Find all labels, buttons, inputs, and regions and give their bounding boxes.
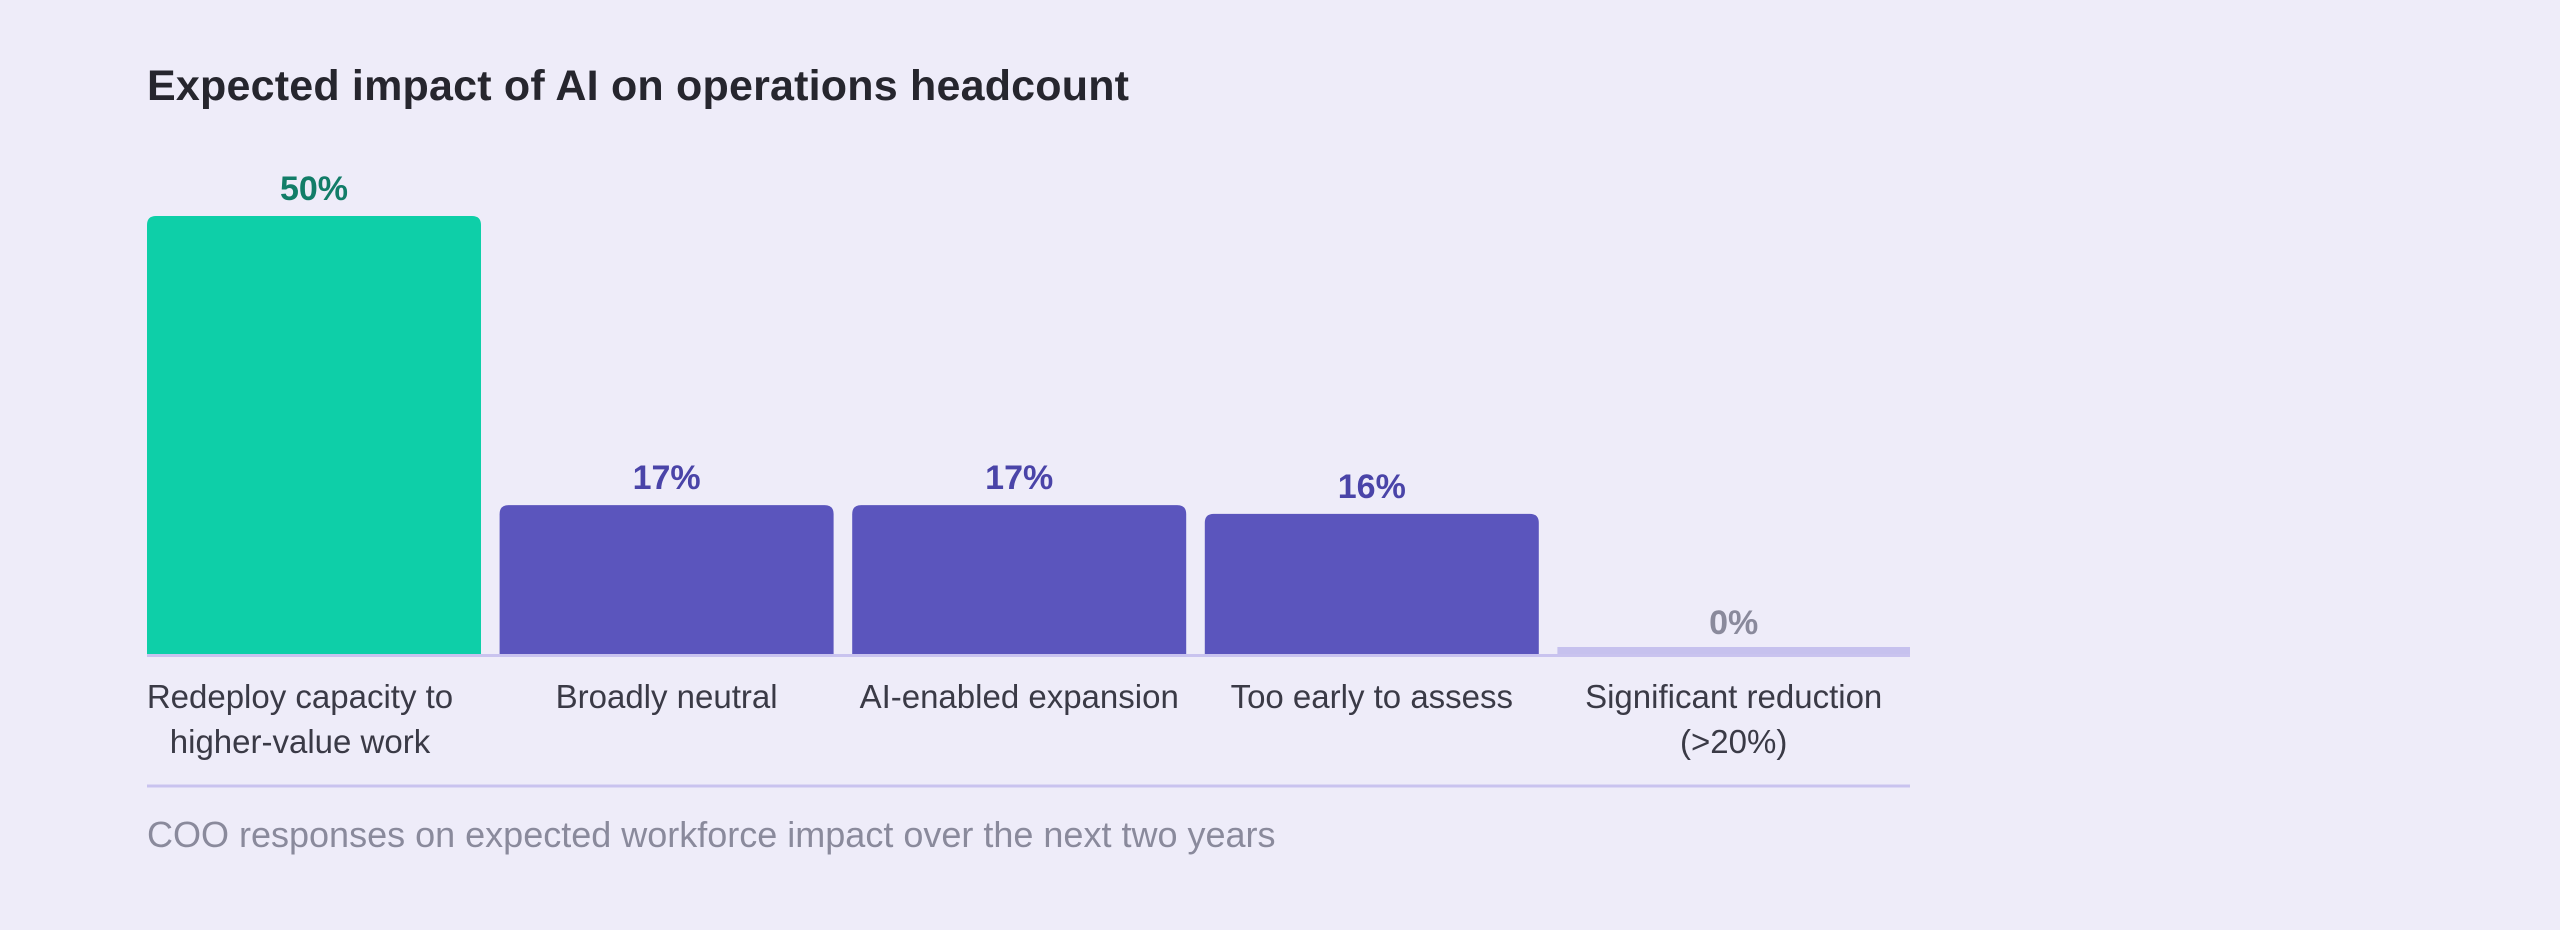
bar-1: [499, 505, 834, 654]
chart-title: Expected impact of AI on operations head…: [147, 62, 1130, 110]
bar-3: [1204, 513, 1539, 654]
category-label-3: Too early to assess: [1231, 678, 1513, 715]
value-label-4: 0%: [1709, 604, 1758, 642]
category-label-0: Redeploy capacity to higher-value work: [147, 678, 453, 760]
value-label-0: 50%: [280, 170, 348, 208]
chart-caption: COO responses on expected workforce impa…: [147, 814, 1276, 855]
bar-2: [852, 505, 1187, 654]
value-label-2: 17%: [985, 459, 1053, 497]
bar-0: [147, 216, 481, 654]
bar-4: [1557, 647, 1910, 654]
category-label-4: Significant reduction (>20%): [1585, 678, 1882, 760]
value-label-3: 16%: [1338, 468, 1406, 506]
value-label-1: 17%: [633, 459, 701, 497]
category-label-1: Broadly neutral: [556, 678, 778, 715]
category-label-2: AI-enabled expansion: [860, 678, 1179, 715]
